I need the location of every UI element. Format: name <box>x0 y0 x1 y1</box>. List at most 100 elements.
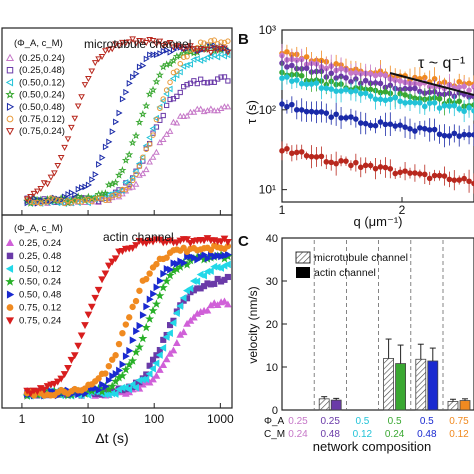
data-point <box>187 43 194 50</box>
bar-microtubule <box>415 358 427 411</box>
data-point <box>82 197 88 203</box>
data-point <box>95 375 102 382</box>
data-point <box>26 390 35 398</box>
data-point <box>190 56 197 63</box>
data-point <box>88 68 96 75</box>
data-point <box>109 372 117 380</box>
data-point <box>180 259 188 267</box>
data-point <box>456 98 463 105</box>
data-point <box>60 371 69 379</box>
y-tick-label: 40 <box>266 233 278 245</box>
data-point <box>348 70 354 76</box>
data-point <box>397 122 403 128</box>
data-point <box>184 252 192 261</box>
data-point <box>138 333 148 343</box>
panel-a-x-axis: 1 10 100 1000 <box>19 210 234 426</box>
bar-actin <box>427 360 439 411</box>
data-point <box>99 154 106 161</box>
data-point <box>333 160 339 167</box>
data-point <box>211 37 218 43</box>
x-tick-label: 1 <box>279 203 286 217</box>
data-point <box>392 123 399 129</box>
data-point <box>135 118 144 126</box>
data-point <box>218 252 226 261</box>
data-point <box>323 85 330 92</box>
legend-label: (0.75,0.12) <box>19 114 65 125</box>
legend-label: 0.75, 0.24 <box>19 315 61 326</box>
category-cm: 0.24 <box>385 429 405 440</box>
data-point <box>68 124 75 131</box>
data-point <box>372 122 379 129</box>
y-tick-label: 20 <box>266 319 278 331</box>
x-tick-label: 1000 <box>207 412 234 426</box>
data-point <box>328 86 335 92</box>
data-point <box>129 336 137 345</box>
data-point <box>407 99 413 106</box>
data-point <box>338 158 344 164</box>
panel-b-y-label: τ (s) <box>244 100 259 124</box>
legend-marker <box>6 115 14 123</box>
legend-marker <box>5 317 15 325</box>
data-point <box>158 282 168 292</box>
data-point <box>152 359 160 368</box>
data-point <box>159 97 166 105</box>
data-point <box>214 53 221 61</box>
data-point <box>372 165 379 172</box>
data-point <box>143 55 150 63</box>
legend-label: (0.50,0.48) <box>19 102 65 113</box>
data-point <box>177 60 184 67</box>
legend-label: 0.25, 0.48 <box>19 251 61 262</box>
data-point <box>117 370 127 380</box>
data-point <box>143 146 149 153</box>
data-point <box>126 79 133 87</box>
data-point <box>362 90 369 97</box>
data-point <box>175 262 185 271</box>
data-point <box>119 95 126 103</box>
data-point <box>121 156 130 164</box>
data-point <box>115 43 123 50</box>
data-point <box>223 260 231 269</box>
data-point <box>218 74 224 80</box>
data-point <box>72 197 78 204</box>
bar-microtubule <box>447 400 459 411</box>
bar-actin <box>459 400 471 411</box>
data-point <box>151 299 161 308</box>
data-point <box>53 378 62 386</box>
data-point <box>293 149 300 156</box>
data-point <box>142 240 151 248</box>
data-point <box>461 131 467 138</box>
panel-a-bottom-data <box>22 235 233 400</box>
data-point <box>159 135 167 142</box>
data-point <box>298 80 305 87</box>
legend-marker <box>5 89 15 99</box>
data-point <box>92 196 98 202</box>
data-point <box>308 81 315 87</box>
data-point <box>293 77 300 83</box>
data-point <box>186 239 195 247</box>
data-point <box>149 238 157 246</box>
panel-c-bars <box>313 240 471 411</box>
data-point <box>116 366 124 375</box>
data-point <box>293 107 300 113</box>
data-point <box>194 44 201 51</box>
data-point <box>421 125 428 132</box>
data-point <box>169 346 178 354</box>
data-point <box>217 238 225 246</box>
data-point <box>289 150 295 157</box>
data-point <box>204 80 211 86</box>
data-point <box>84 311 93 319</box>
category-cm: 0.12 <box>449 429 469 440</box>
data-point <box>51 170 58 177</box>
data-point <box>377 164 384 170</box>
data-point <box>177 89 183 96</box>
data-point <box>160 96 166 102</box>
data-point <box>160 269 168 278</box>
data-point <box>193 277 201 286</box>
data-point <box>372 96 379 102</box>
data-point <box>397 169 403 176</box>
legend-label: 0.50, 0.12 <box>19 264 61 275</box>
data-point <box>169 56 178 64</box>
data-point <box>89 198 95 205</box>
data-point <box>456 133 463 139</box>
